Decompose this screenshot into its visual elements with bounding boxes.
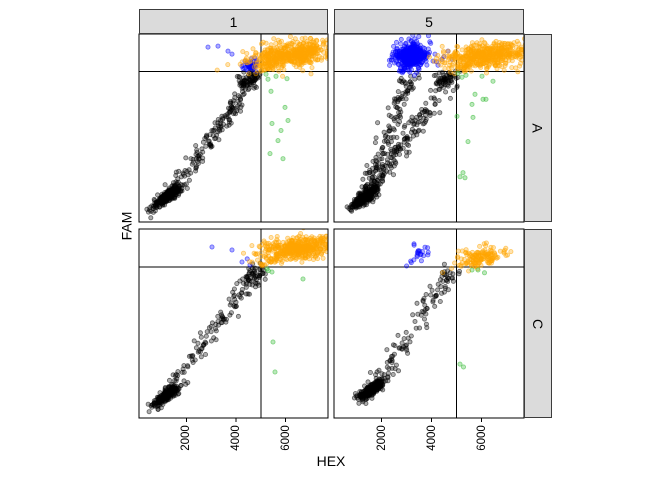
panel-1-C — [139, 229, 328, 418]
points-green — [264, 266, 306, 375]
x-tick-label: 4000 — [417, 423, 447, 453]
facet-row-strip-C: C — [524, 229, 552, 418]
facet-column-label-5: 5 — [425, 13, 433, 30]
points-black — [234, 68, 261, 90]
x-tick-label-text: 4000 — [425, 425, 438, 451]
panel-border — [138, 33, 329, 223]
x-tick-label: 6000 — [271, 423, 301, 453]
x-tick-label-text: 2000 — [375, 425, 388, 451]
points-green — [454, 70, 496, 181]
facet-column-label-1: 1 — [229, 13, 238, 30]
x-tick-label-text: 6000 — [475, 425, 488, 451]
panel-5-C — [334, 229, 524, 418]
panel-5-A — [334, 34, 524, 222]
points-orange — [257, 251, 295, 269]
points-black — [234, 260, 268, 290]
points-black — [433, 261, 456, 299]
facet-row-label-A: A — [530, 123, 546, 133]
x-tick-label: 2000 — [171, 423, 201, 453]
x-tick-label: 6000 — [467, 423, 497, 453]
facet-row-strip-A: A — [524, 34, 552, 222]
points-blue — [209, 244, 253, 268]
points-orange — [440, 240, 514, 276]
panel-border — [138, 228, 329, 419]
points-blue — [404, 241, 431, 269]
points-green — [457, 267, 487, 370]
points-black — [162, 66, 263, 198]
points-orange — [240, 229, 328, 268]
facet-column-strip-1: 1 — [139, 9, 328, 34]
points-green — [263, 71, 291, 162]
y-axis-label: FAM — [118, 211, 134, 241]
points-blue — [386, 34, 439, 78]
panel-1-A — [139, 34, 328, 222]
x-axis-label: HEX — [316, 453, 346, 469]
points-black — [361, 268, 462, 392]
points-orange — [214, 34, 328, 79]
points-black — [344, 194, 367, 213]
facet-row-label-C: C — [530, 318, 546, 329]
x-tick-label-text: 2000 — [180, 425, 193, 451]
x-tick-label: 2000 — [367, 423, 397, 453]
points-black — [431, 68, 463, 95]
points-black — [144, 191, 176, 215]
facet-column-strip-5: 5 — [334, 9, 524, 34]
x-tick-label: 4000 — [221, 423, 251, 453]
x-tick-label-text: 4000 — [229, 425, 242, 451]
points-orange — [251, 58, 293, 77]
points-black — [358, 72, 422, 197]
points-orange — [426, 36, 524, 77]
points-black — [151, 389, 172, 409]
points-orange — [449, 52, 477, 75]
x-tick-label-text: 6000 — [279, 425, 292, 451]
